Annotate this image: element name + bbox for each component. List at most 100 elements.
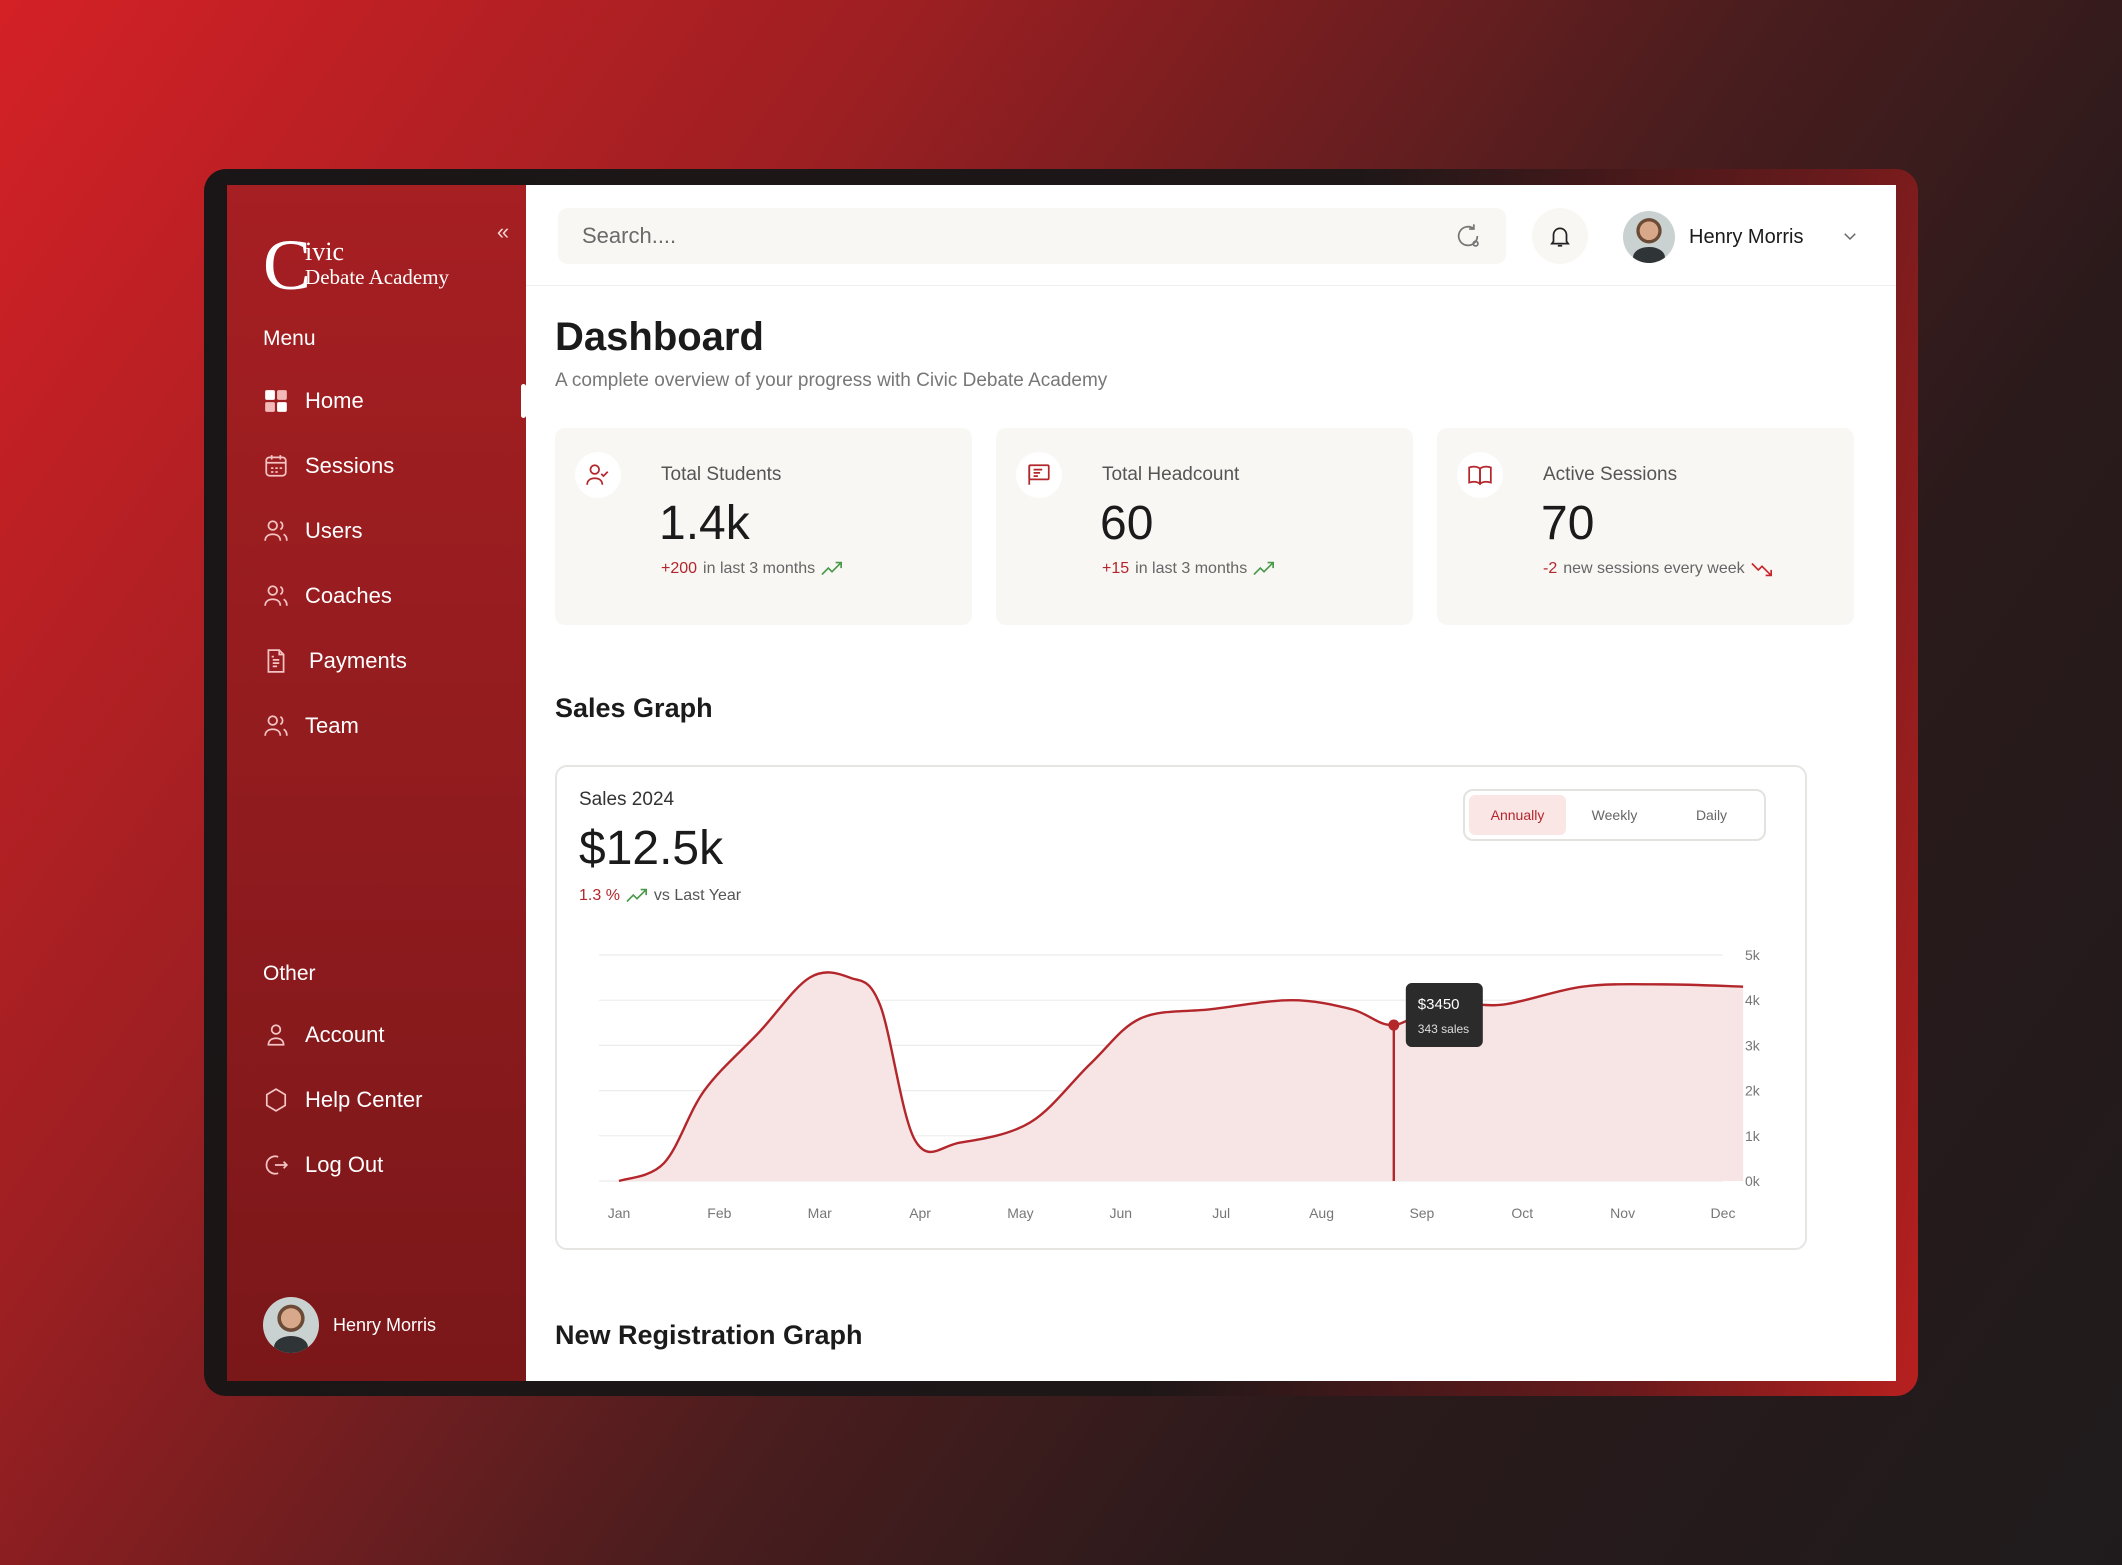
logo-letter: C xyxy=(263,225,312,305)
stat-trend-text: in last 3 months xyxy=(703,560,816,577)
sidebar-item-payments[interactable]: Payments xyxy=(263,628,526,693)
refresh-icon[interactable] xyxy=(1454,222,1482,250)
stat-delta: -2 xyxy=(1543,560,1558,577)
stat-value: 1.4k xyxy=(659,497,750,550)
avatar xyxy=(1623,211,1675,263)
registration-graph-title: New Registration Graph xyxy=(555,1320,863,1350)
main-nav: Home Sessions Users Coaches Payments Tea… xyxy=(263,368,526,758)
x-tick-label: Jul xyxy=(1212,1205,1230,1221)
brand-logo[interactable]: C ivic Debate Academy xyxy=(263,225,449,305)
stat-card-total-headcount[interactable]: Total Headcount 60 +15 in last 3 months xyxy=(996,428,1413,625)
avatar xyxy=(263,1297,319,1353)
sidebar-item-team[interactable]: Team xyxy=(263,693,526,758)
stat-card-active-sessions[interactable]: Active Sessions 70 -2 new sessions every… xyxy=(1437,428,1854,625)
sales-graph-title: Sales Graph xyxy=(555,693,713,723)
page-title: Dashboard xyxy=(555,315,764,359)
user-menu[interactable]: Henry Morris xyxy=(1623,211,1803,263)
other-section-label: Other xyxy=(263,962,316,985)
stat-delta: +15 xyxy=(1102,560,1130,577)
sales-card: Sales 2024 $12.5k 1.3 % vs Last Year Ann… xyxy=(555,765,1807,1250)
tab-daily[interactable]: Daily xyxy=(1695,807,1728,823)
sidebar-item-help-center[interactable]: Help Center xyxy=(263,1067,526,1132)
tab-annually[interactable]: Annually xyxy=(1469,795,1566,835)
stat-card-total-students[interactable]: Total Students 1.4k +200 in last 3 month… xyxy=(555,428,972,625)
tab-weekly[interactable]: Weekly xyxy=(1591,807,1638,823)
sales-label: Sales 2024 xyxy=(579,789,675,810)
stat-trend: +15 in last 3 months xyxy=(1102,560,1275,578)
x-tick-label: Oct xyxy=(1511,1205,1533,1221)
logo-line1: ivic xyxy=(305,237,345,266)
x-tick-label: Dec xyxy=(1711,1205,1736,1221)
collapse-sidebar-icon[interactable]: « xyxy=(496,219,510,244)
x-tick-label: Apr xyxy=(909,1205,931,1221)
sidebar-item-account[interactable]: Account xyxy=(263,1002,526,1067)
stat-trend-text: new sessions every week xyxy=(1563,560,1745,577)
stat-trend: -2 new sessions every week xyxy=(1543,560,1773,578)
sales-value: $12.5k xyxy=(579,822,724,875)
sidebar-user-name: Henry Morris xyxy=(333,1314,437,1335)
trend-up-icon xyxy=(1253,561,1275,576)
sidebar-item-label: Account xyxy=(305,1021,385,1047)
y-tick-label: 1k xyxy=(1745,1128,1761,1144)
trend-down-icon xyxy=(1750,562,1772,577)
y-tick-label: 4k xyxy=(1745,992,1761,1008)
x-tick-label: Sep xyxy=(1409,1205,1434,1221)
sidebar-item-label: Log Out xyxy=(305,1151,384,1177)
stat-delta: +200 xyxy=(661,560,698,577)
sidebar-item-label: Help Center xyxy=(305,1086,423,1112)
grid-icon xyxy=(265,389,287,412)
sidebar-item-home[interactable]: Home xyxy=(263,368,526,433)
x-tick-label: Nov xyxy=(1610,1205,1635,1221)
sidebar-item-users[interactable]: Users xyxy=(263,498,526,563)
sidebar-user[interactable]: Henry Morris xyxy=(263,1297,436,1353)
page-subtitle: A complete overview of your progress wit… xyxy=(555,370,1108,391)
x-tick-label: Jan xyxy=(608,1205,631,1221)
y-tick-label: 5k xyxy=(1745,947,1761,963)
sidebar-item-sessions[interactable]: Sessions xyxy=(263,433,526,498)
sidebar-item-label: Users xyxy=(305,517,363,543)
main-content: Henry Morris Dashboard A complete overvi… xyxy=(526,185,1896,1381)
tooltip-box xyxy=(1405,983,1483,1048)
sidebar-item-coaches[interactable]: Coaches xyxy=(263,563,526,628)
book-open-icon xyxy=(1457,452,1503,498)
user-check-icon xyxy=(575,452,621,498)
sidebar-item-label: Payments xyxy=(309,647,407,673)
stat-value: 70 xyxy=(1541,497,1595,550)
stat-trend: +200 in last 3 months xyxy=(661,560,843,578)
sidebar-item-label: Sessions xyxy=(305,452,395,478)
user-icon xyxy=(267,1023,285,1046)
y-tick-label: 0k xyxy=(1745,1173,1761,1189)
stat-label: Active Sessions xyxy=(1543,464,1678,485)
trend-up-icon xyxy=(821,561,843,576)
tooltip-detail: 343 sales xyxy=(1418,1022,1469,1036)
sidebar-item-label: Home xyxy=(305,387,364,413)
tooltip-point xyxy=(1388,1019,1400,1031)
presentation-icon xyxy=(1016,452,1062,498)
y-tick-label: 3k xyxy=(1745,1037,1761,1053)
hexagon-icon xyxy=(265,1087,287,1112)
sales-pct: 1.3 % xyxy=(579,887,620,904)
sales-area xyxy=(619,972,1744,1181)
y-tick-label: 2k xyxy=(1745,1083,1761,1099)
x-tick-label: Feb xyxy=(707,1205,731,1221)
x-tick-label: Jun xyxy=(1110,1205,1133,1221)
tooltip-value: $3450 xyxy=(1418,996,1460,1013)
stat-label: Total Headcount xyxy=(1102,464,1240,485)
x-tick-label: May xyxy=(1007,1205,1033,1221)
sales-chart[interactable]: 0k 1k 2k 3k 4k 5k Jan Feb Mar Apr May Jun Jul Aug Sep O… xyxy=(557,767,1805,1248)
sidebar-item-label: Coaches xyxy=(305,582,392,608)
chevron-down-icon[interactable] xyxy=(1841,227,1859,245)
search-input[interactable] xyxy=(582,223,1454,249)
logo-text: ivic Debate Academy xyxy=(305,237,449,290)
other-nav: Account Help Center Log Out xyxy=(263,1002,526,1197)
sales-vs-text: vs Last Year xyxy=(653,887,742,904)
users-icon xyxy=(264,519,288,541)
stat-value: 60 xyxy=(1100,497,1154,550)
sidebar-item-log-out[interactable]: Log Out xyxy=(263,1132,526,1197)
x-tick-label: Mar xyxy=(808,1205,832,1221)
logout-icon xyxy=(265,1154,289,1175)
notification-button[interactable] xyxy=(1532,208,1588,264)
search-bar xyxy=(558,208,1506,264)
sales-trend: 1.3 % vs Last Year xyxy=(579,887,741,905)
app-window: C ivic Debate Academy « Menu Home Sessio… xyxy=(227,185,1896,1381)
